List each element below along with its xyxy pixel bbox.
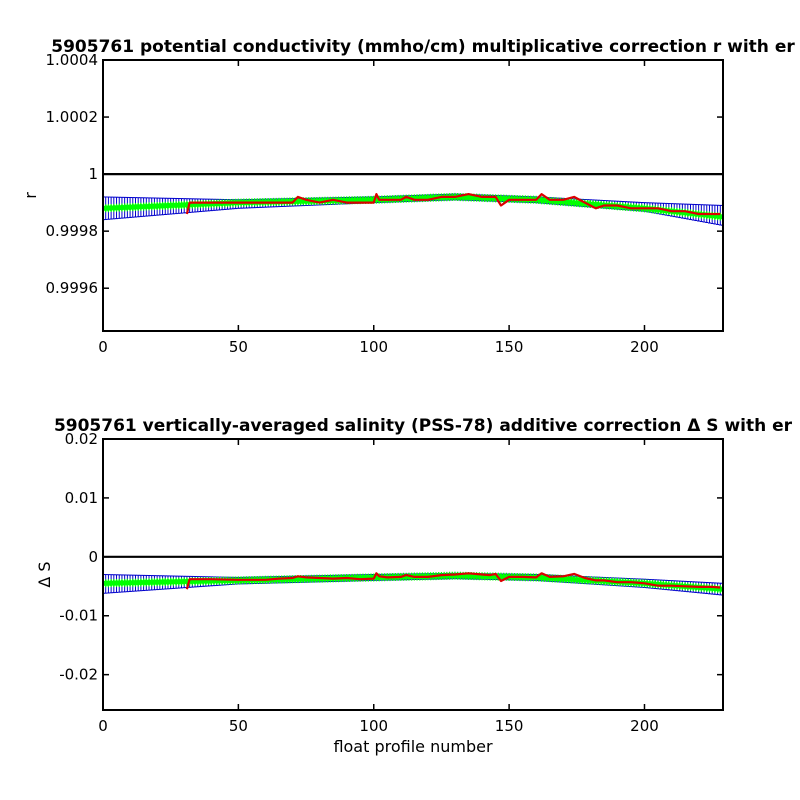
y-tick-label: -0.01 bbox=[59, 607, 98, 625]
y-tick-label: 0.9998 bbox=[46, 222, 99, 240]
y-tick-label: 1.0004 bbox=[46, 51, 99, 69]
x-tick-label: 0 bbox=[98, 717, 108, 735]
y-tick-label: 1 bbox=[88, 165, 98, 183]
profile-series-line bbox=[185, 572, 721, 590]
x-tick-label: 50 bbox=[229, 717, 248, 735]
chart-title: 5905761 vertically-averaged salinity (PS… bbox=[54, 416, 793, 436]
y-axis-label: r bbox=[21, 192, 40, 199]
profile-series-line bbox=[185, 193, 721, 216]
x-tick-label: 150 bbox=[495, 338, 524, 356]
x-tick-label: 150 bbox=[495, 717, 524, 735]
y-tick-label: 0.9996 bbox=[46, 279, 99, 297]
x-tick-label: 100 bbox=[359, 338, 388, 356]
fit-markers bbox=[103, 192, 723, 221]
y-axis-label: Δ S bbox=[35, 561, 54, 587]
x-tick-label: 200 bbox=[630, 717, 659, 735]
y-tick-label: 0.01 bbox=[65, 489, 98, 507]
y-tick-label: 0 bbox=[88, 548, 98, 566]
axes-frame bbox=[102, 59, 724, 332]
x-tick-label: 200 bbox=[630, 338, 659, 356]
axes-frame bbox=[102, 438, 724, 711]
plot-area bbox=[103, 555, 723, 596]
x-tick-label: 0 bbox=[98, 338, 108, 356]
x-tick-label: 100 bbox=[359, 717, 388, 735]
salinity-correction-panel: 5905761 vertically-averaged salinity (PS… bbox=[35, 416, 793, 756]
y-tick-label: -0.02 bbox=[59, 666, 98, 684]
chart-title: 5905761 potential conductivity (mmho/cm)… bbox=[51, 37, 795, 57]
y-tick-label: 1.0002 bbox=[46, 108, 99, 126]
plot-area bbox=[103, 173, 723, 226]
x-tick-label: 50 bbox=[229, 338, 248, 356]
conductivity-correction-panel: 5905761 potential conductivity (mmho/cm)… bbox=[21, 37, 795, 356]
x-axis-label: float profile number bbox=[333, 737, 493, 756]
y-tick-label: 0.02 bbox=[65, 430, 98, 448]
